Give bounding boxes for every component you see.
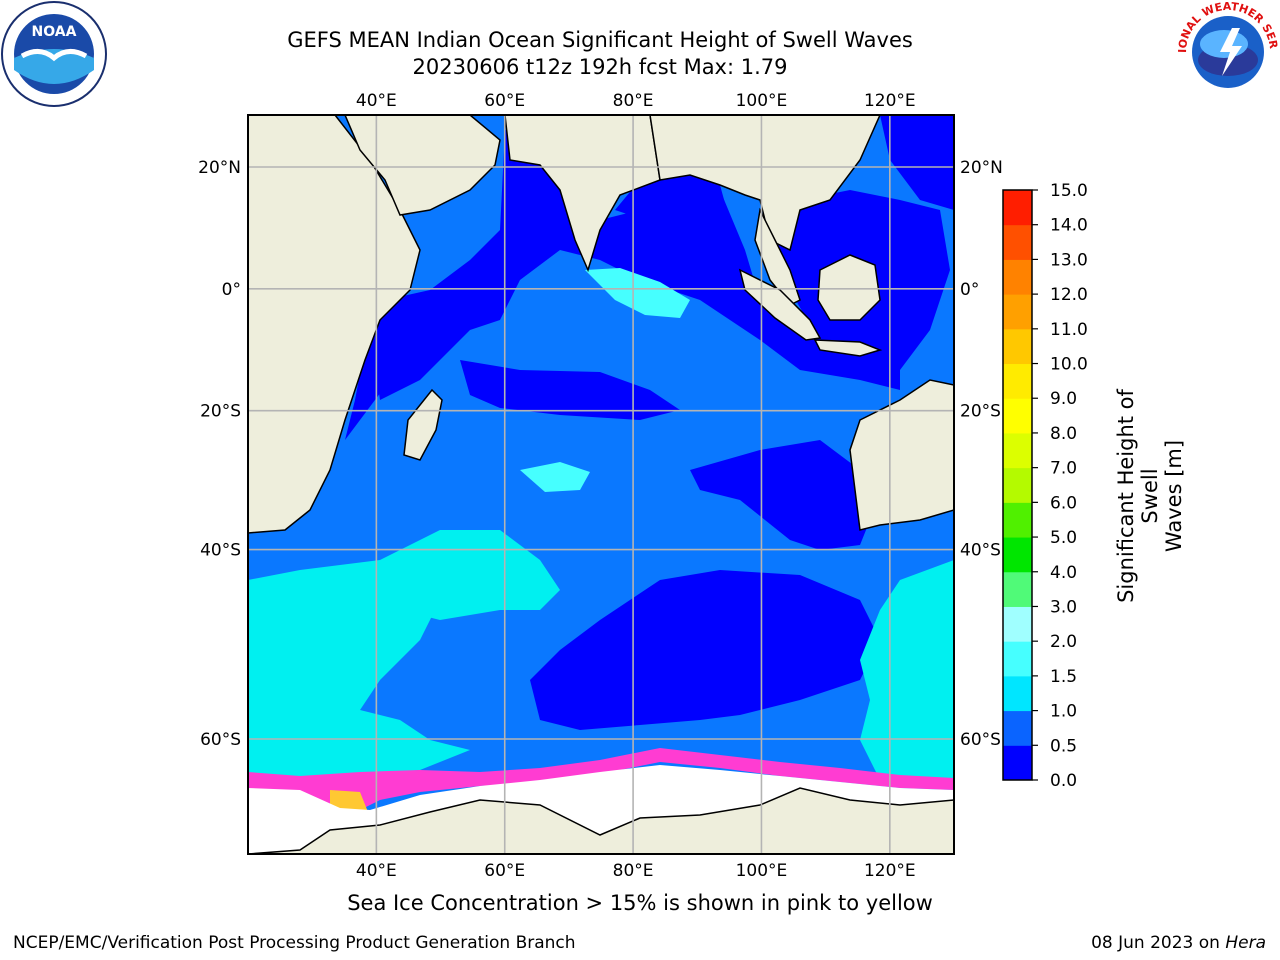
- lat-tick-label-left: 0°: [222, 280, 241, 300]
- colorbar-bin: [1003, 537, 1032, 573]
- colorbar-tick-label: 1.0: [1050, 702, 1077, 722]
- colorbar-tick-label: 0.5: [1050, 736, 1077, 756]
- colorbar-tick-label: 6.0: [1050, 493, 1077, 513]
- colorbar-bin: [1003, 467, 1032, 503]
- footer-date: 08 Jun 2023 on Hera: [1091, 933, 1266, 953]
- graticule: [248, 115, 954, 854]
- colorbar-tick-label: 4.0: [1050, 563, 1077, 583]
- colorbar-bin: [1003, 606, 1032, 642]
- colorbar-bin: [1003, 675, 1032, 712]
- lon-tick-label-top: 120°E: [864, 91, 916, 111]
- arabia-land: [344, 115, 501, 216]
- colorbar-label-line2: Waves [m]: [1162, 439, 1186, 553]
- colorbar-tick-label: 5.0: [1050, 528, 1077, 548]
- lat-tick-label-right: 60°S: [960, 730, 1001, 750]
- lon-tick-label-bottom: 60°E: [484, 861, 525, 881]
- colorbar-bin: [1003, 432, 1032, 469]
- colorbar-bin: [1003, 641, 1032, 677]
- lat-tick-label-right: 40°S: [960, 541, 1001, 561]
- colorbar-tick-label: 11.0: [1050, 320, 1088, 340]
- noaa-logo-icon: NOAA: [1, 1, 107, 107]
- colorbar-frame: [1002, 189, 1033, 781]
- lon-tick-label-top: 40°E: [356, 91, 397, 111]
- colorbar-tick-label: 3.0: [1050, 597, 1077, 617]
- java-land: [813, 339, 883, 357]
- low-swell-northeast: [880, 115, 954, 210]
- sumatra-land: [738, 268, 822, 341]
- map-area: [248, 115, 954, 854]
- antarctica-land: [248, 787, 954, 854]
- lat-tick-label-left: 20°S: [200, 402, 241, 422]
- lat-tick-label-left: 60°S: [200, 730, 241, 750]
- lat-tick-label-left: 40°S: [200, 541, 241, 561]
- borneo-land: [817, 254, 881, 321]
- low-swell-northern: [370, 130, 900, 400]
- colorbar-tick-label: 9.0: [1050, 389, 1077, 409]
- high-swell-southwest: [248, 560, 470, 778]
- colorbar-bin: [1003, 710, 1032, 746]
- colorbar-bin: [1003, 294, 1032, 330]
- low-swell-central: [460, 360, 680, 420]
- colorbar-bin: [1003, 398, 1032, 434]
- lat-tick-label-left: 20°N: [198, 158, 241, 178]
- lon-tick-label-bottom: 80°E: [613, 861, 654, 881]
- sea-ice-edge: [248, 748, 954, 815]
- colorbar-tick-label: 2.0: [1050, 632, 1077, 652]
- high-swell-equatorial-patch: [585, 268, 690, 318]
- lat-tick-label-right: 20°S: [960, 402, 1001, 422]
- colorbar-bin: [1003, 224, 1032, 260]
- colorbar-tick-label: 7.0: [1050, 459, 1077, 479]
- colorbar: 0.0 0.5 1.0 1.5 2.0 3.0 4.0 5.0 6.0 7.0 8.0 9.0 10.0…: [1002, 181, 1088, 791]
- high-swell-south-central: [380, 530, 560, 620]
- footer-org: NCEP/EMC/Verification Post Processing Pr…: [13, 933, 576, 953]
- sea-ice-note: Sea Ice Concentration > 15% is shown in …: [347, 891, 933, 915]
- footer-date-text: 08 Jun 2023 on: [1091, 933, 1226, 953]
- colorbar-bin: [1003, 502, 1032, 538]
- high-swell-southeast: [860, 560, 954, 780]
- lon-tick-label-top: 80°E: [613, 91, 654, 111]
- noaa-logo-text: NOAA: [32, 24, 77, 40]
- colorbar-tick-label: 12.0: [1050, 285, 1088, 305]
- lon-tick-label-top: 100°E: [736, 91, 788, 111]
- colorbar-tick-label: 0.0: [1050, 771, 1077, 791]
- low-swell-bay-of-bengal: [615, 175, 735, 240]
- lat-tick-label-right: 0°: [960, 280, 979, 300]
- chart-title: GEFS MEAN Indian Ocean Significant Heigh…: [287, 28, 913, 52]
- lon-tick-label-bottom: 40°E: [356, 861, 397, 881]
- madagascar-land: [403, 388, 443, 461]
- colorbar-bin: [1003, 571, 1032, 607]
- colorbar-bin: [1003, 328, 1032, 365]
- colorbar-bin: [1003, 363, 1032, 399]
- colorbar-tick-label: 15.0: [1050, 181, 1088, 201]
- lon-tick-label-top: 60°E: [484, 91, 525, 111]
- colorbar-label: Significant Height of Swell Waves [m]: [1114, 376, 1186, 616]
- colorbar-bin: [1003, 745, 1032, 781]
- colorbar-tick-label: 13.0: [1050, 250, 1088, 270]
- axis-tick-labels: 40°E 40°E 60°E 60°E 80°E 80°E 100°E 100°E 120°E 1…: [198, 91, 1003, 881]
- low-swell-south-central: [530, 570, 880, 730]
- lon-tick-label-bottom: 100°E: [736, 861, 788, 881]
- colorbar-tick-label: 14.0: [1050, 216, 1088, 236]
- colorbar-label-line1: Significant Height of Swell: [1114, 389, 1162, 603]
- colorbar-tick-label: 10.0: [1050, 355, 1088, 375]
- lat-tick-label-right: 20°N: [960, 158, 1003, 178]
- lon-tick-label-bottom: 120°E: [864, 861, 916, 881]
- colorbar-bin: [1003, 190, 1032, 226]
- malay-peninsula-land: [754, 207, 801, 306]
- colorbar-tick-label: 8.0: [1050, 424, 1077, 444]
- map-frame: [247, 114, 955, 855]
- chart-subtitle: 20230606 t12z 192h fcst Max: 1.79: [412, 55, 788, 79]
- colorbar-bin: [1003, 259, 1032, 295]
- footer-host: Hera: [1225, 933, 1266, 953]
- high-swell-subtropical-patch: [520, 462, 590, 492]
- low-swell-southeast: [690, 440, 870, 550]
- australia-land: [849, 379, 954, 531]
- colorbar-tick-label: 1.5: [1050, 667, 1077, 687]
- nws-logo-icon: NATIONAL WEATHER SERVICE: [1176, 0, 1280, 102]
